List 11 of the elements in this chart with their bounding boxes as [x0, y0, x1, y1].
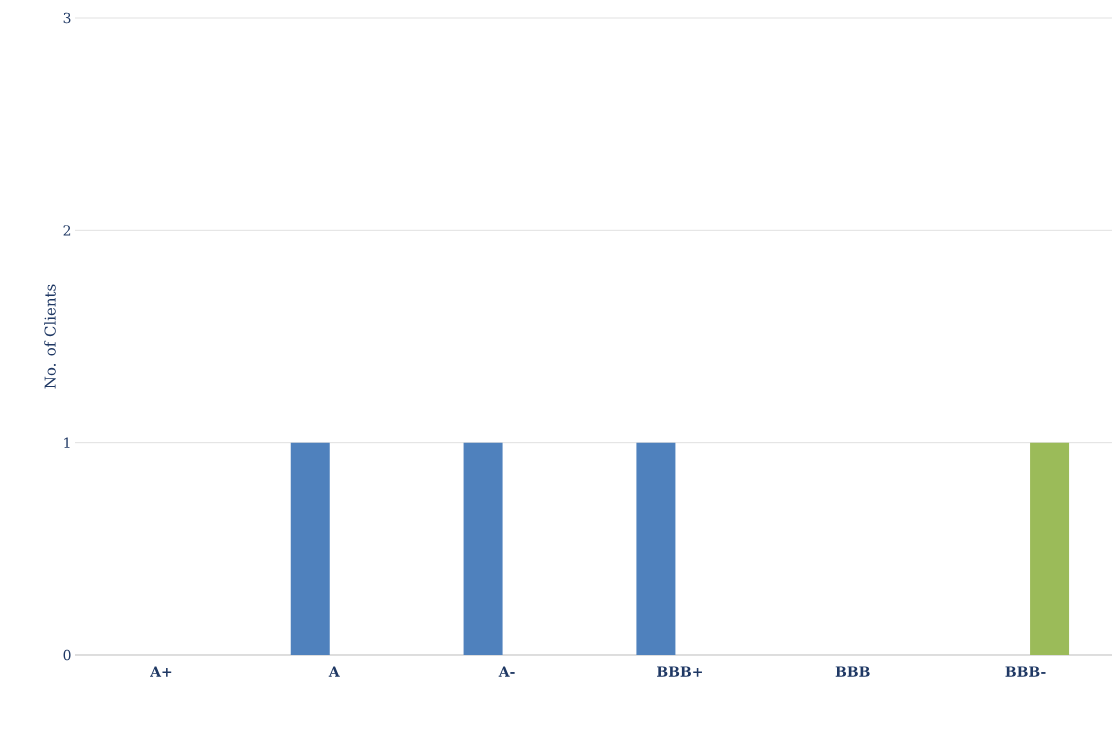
y-tick-label: 0: [63, 649, 71, 661]
y-tick-label: 2: [63, 225, 71, 236]
x-tick-label: BBB: [835, 666, 870, 677]
x-tick-label: A-: [498, 666, 515, 677]
x-tick-label: A+: [150, 666, 172, 677]
x-tick-label: A: [328, 666, 340, 677]
y-tick-label: 1: [64, 437, 70, 448]
x-tick-label: BBB-: [1005, 666, 1046, 677]
y-tick-label: 3: [63, 12, 71, 24]
y-axis-title: No. of Clients: [44, 284, 56, 389]
x-tick-label: BBB+: [657, 666, 702, 677]
